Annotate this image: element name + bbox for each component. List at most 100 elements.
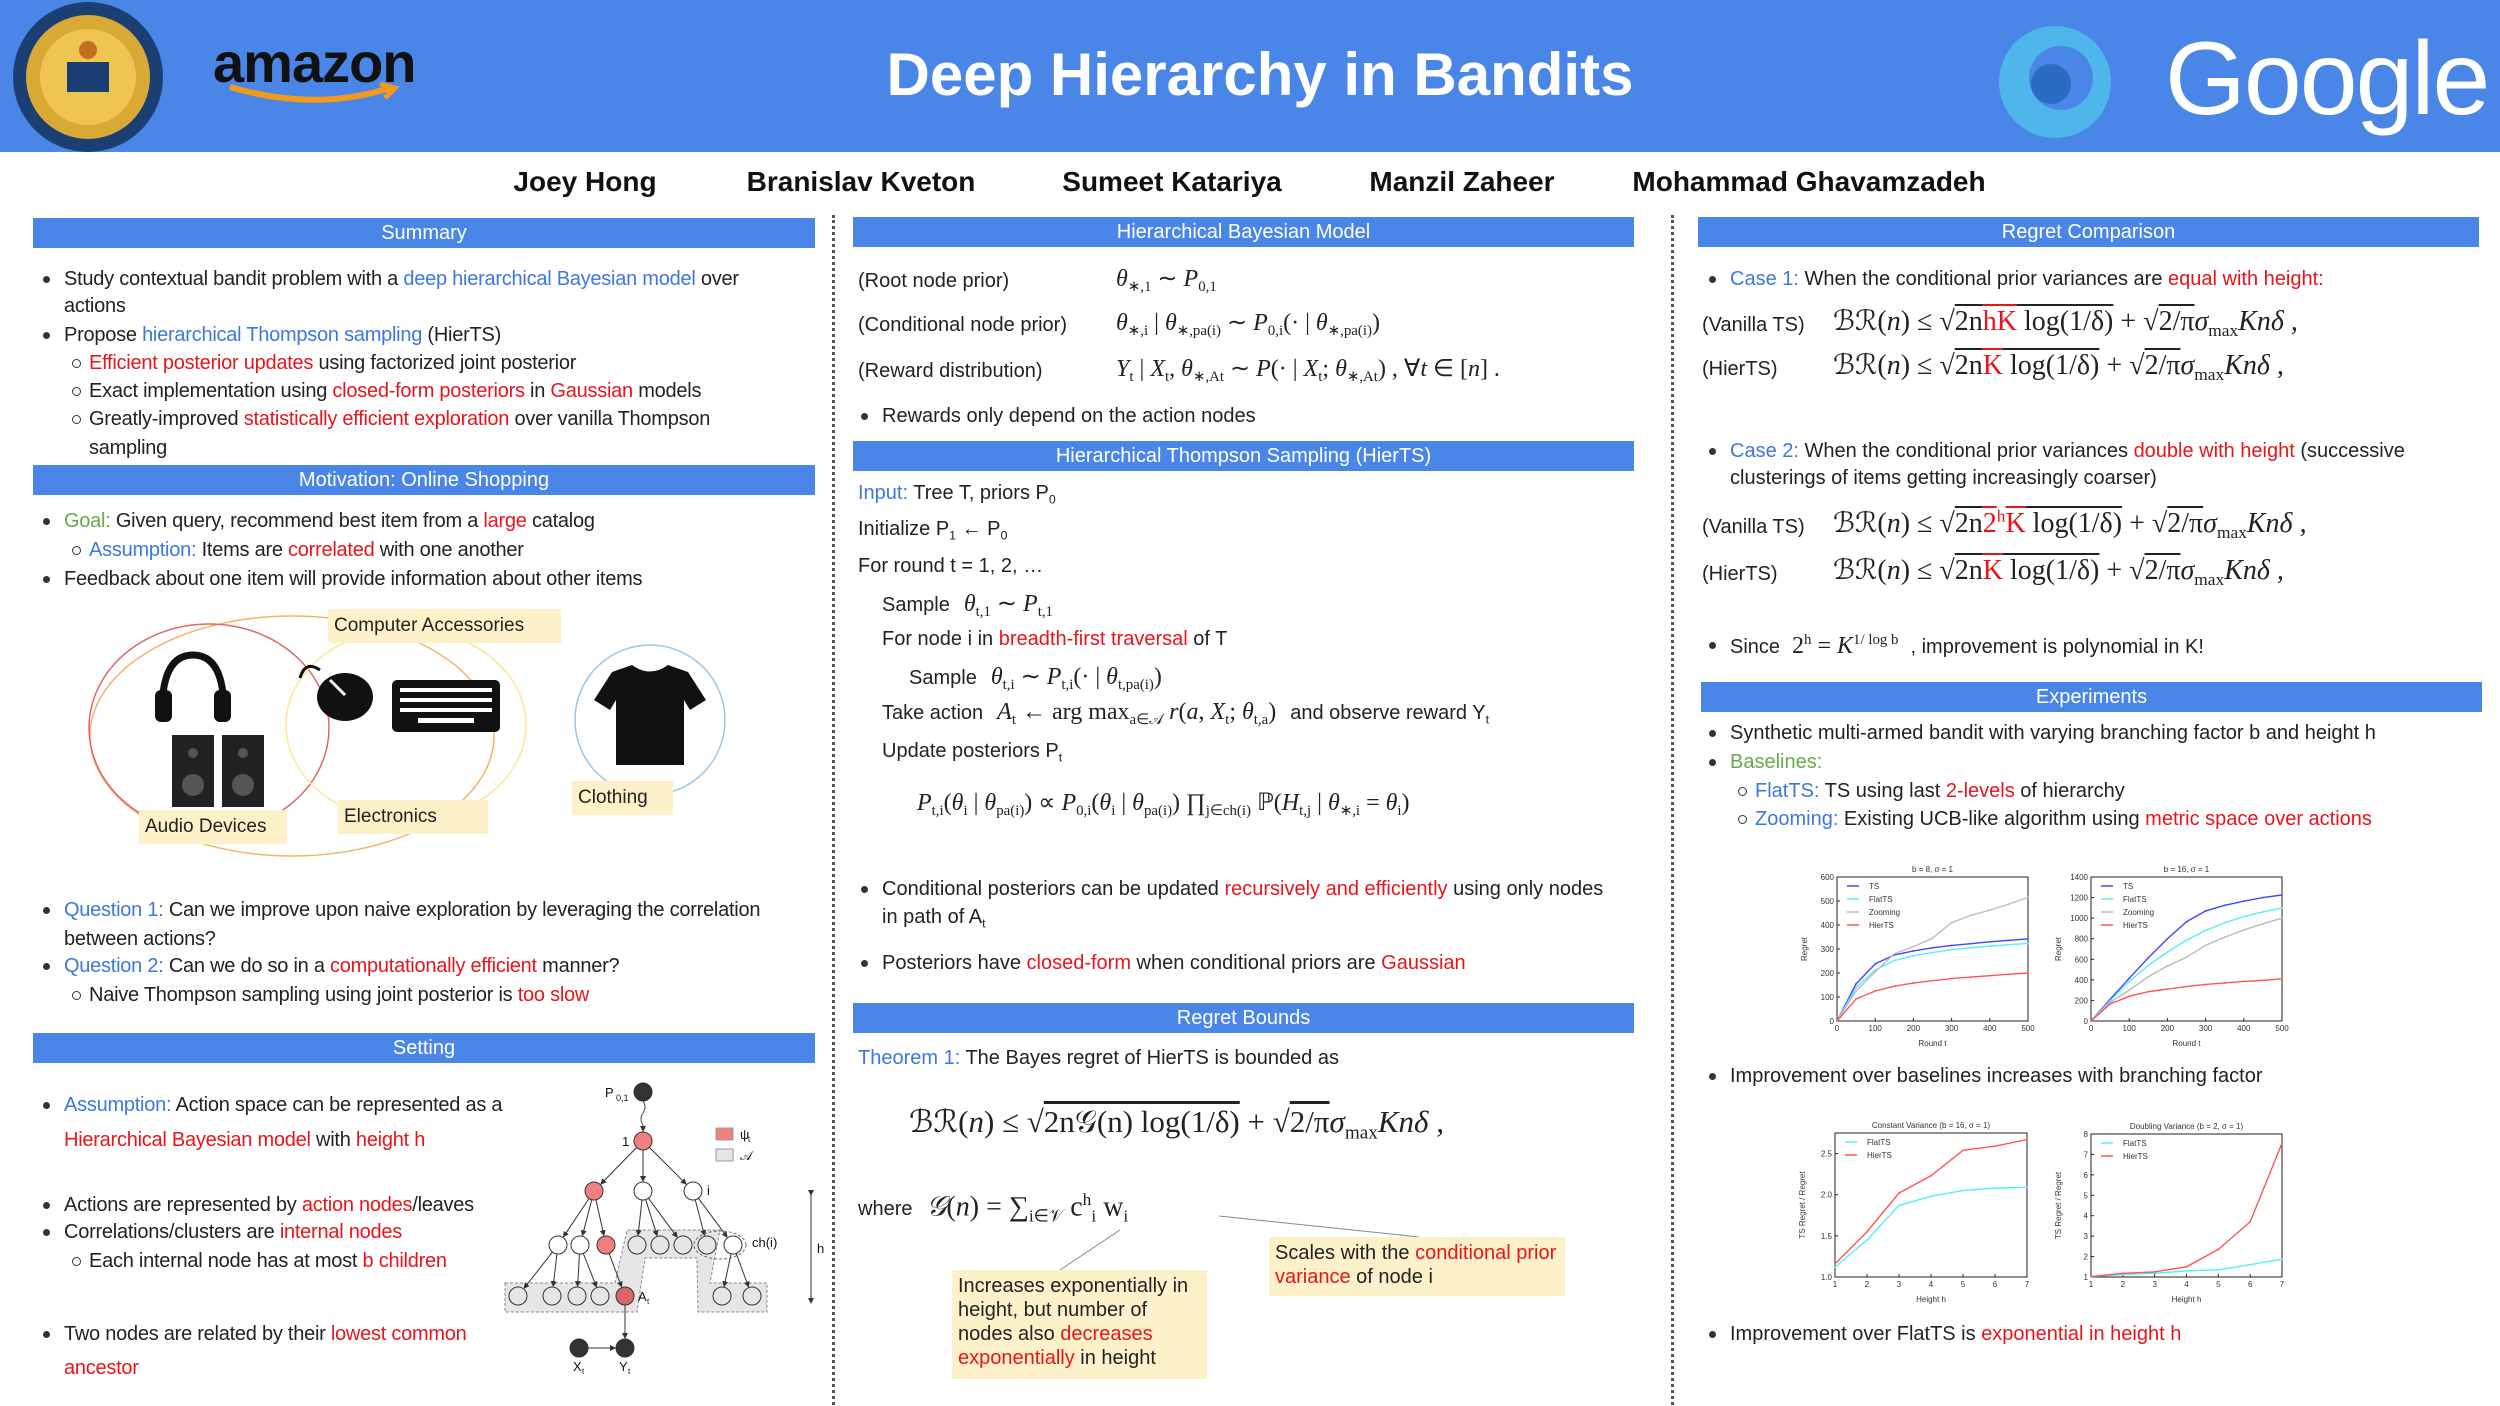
x-tick-label: 400 <box>2237 1024 2251 1033</box>
text-segment: 0 <box>1048 492 1056 507</box>
legend-psi-label: ψ <box>740 1127 749 1142</box>
algo-update: Update posteriors Pt <box>882 738 1062 770</box>
where-row: where 𝒢(n) = ∑i∈𝒱 chi wi <box>858 1190 1128 1226</box>
setting-line: Each internal node has at most b childre… <box>72 1248 447 1274</box>
hbm-label: (Root node prior) <box>858 270 1010 292</box>
text-segment: i <box>1091 1206 1097 1226</box>
vanilla-label: (Vanilla TS) <box>1702 314 1805 336</box>
tree-edge <box>645 1199 659 1237</box>
data-point-FlatTS <box>1866 1239 1868 1241</box>
tree-node <box>567 1286 587 1306</box>
x-tick-label: 7 <box>2280 1280 2285 1289</box>
text-segment: large <box>483 510 527 532</box>
text-segment: manner? <box>536 955 620 977</box>
text-segment: ) <box>1371 310 1380 336</box>
data-point-FlatTS <box>2262 911 2264 913</box>
text-segment: + √ <box>2113 306 2159 337</box>
data-point-TS <box>1855 982 1857 985</box>
text-segment: in height <box>1074 1347 1156 1369</box>
data-point-TS <box>2008 939 2010 942</box>
text-segment: P <box>1256 356 1271 382</box>
data-point-HierTS <box>1898 1192 1900 1194</box>
text-segment: + √ <box>2099 555 2145 586</box>
data-point-HierTS <box>2185 1265 2188 1268</box>
text-segment: Greatly-improved <box>89 408 244 430</box>
text-segment: | <box>1115 790 1133 816</box>
text-segment: ℬℛ( <box>1833 555 1887 586</box>
motivation-line: Goal: Given query, recommend best item f… <box>43 508 595 534</box>
text-segment: with <box>310 1129 356 1151</box>
text-segment: actions <box>64 295 126 317</box>
text-segment: n <box>1886 306 1901 337</box>
tree-edge <box>608 1253 623 1288</box>
text-segment: hierarchical Thompson sampling <box>142 324 423 346</box>
data-point-FlatTS <box>1834 1266 1836 1269</box>
tree-edge <box>722 1253 732 1288</box>
text-segment: 2 <box>1792 632 1805 659</box>
text-segment: 1 <box>949 528 957 543</box>
data-point-FlatTS <box>2242 915 2245 918</box>
text-segment: Theorem 1: <box>858 1047 961 1069</box>
text-segment: 0,i <box>1076 803 1092 820</box>
data-point-Zooming <box>2281 917 2283 920</box>
text-segment: log(1/δ) <box>2025 508 2123 539</box>
text-segment: a <box>1186 699 1199 725</box>
text-segment: Input: <box>858 482 909 504</box>
data-point-TS <box>1950 944 1953 947</box>
text-segment: 0,i <box>1267 323 1284 340</box>
text-segment: | <box>1133 356 1151 382</box>
text-segment: ) <box>1268 699 1277 725</box>
tree-node <box>596 1235 616 1255</box>
algo-sample-eq: θt,i ∼ Pt,i(· | θt,pa(i)) <box>991 662 1162 694</box>
shopping-illustration <box>88 615 726 857</box>
text-segment: ) , ∀ <box>1377 356 1421 382</box>
data-point-HierTS <box>2249 1220 2252 1223</box>
data-point-HierTS <box>1994 1145 1996 1148</box>
data-point-Zooming <box>2262 922 2264 925</box>
text-segment: t <box>1058 750 1063 765</box>
text-segment: (HierTS) <box>422 324 501 346</box>
experiments-line: Baselines: <box>1708 749 1822 775</box>
text-segment: ) ≤ √ <box>983 1104 1044 1139</box>
google-logo: Google <box>2165 21 2490 137</box>
text-segment: computationally efficient <box>330 955 537 977</box>
section-header-comparison: Regret Comparison <box>1698 217 2479 247</box>
y-tick-label: 200 <box>2075 996 2089 1005</box>
x-tick-label: 200 <box>2161 1024 2175 1033</box>
text-segment: P <box>1046 664 1062 690</box>
text-segment: (· | <box>1283 310 1316 336</box>
data-point-HierTS <box>2027 972 2029 974</box>
y-tick-label: 1000 <box>2070 914 2088 923</box>
reward-equation: Yt | Xt, θ∗,At ∼ P(· | Xt; θ∗,At) , ∀t ∈… <box>1116 354 1500 386</box>
data-point-Zooming <box>1874 970 1877 973</box>
author-name: Sumeet Katariya <box>1062 166 1282 197</box>
summary-line: Greatly-improved statistically efficient… <box>71 406 710 432</box>
text-segment: P <box>917 790 932 816</box>
summary-line: Study contextual bandit problem with a d… <box>43 266 739 292</box>
data-point-Zooming <box>2242 929 2245 931</box>
data-point-Zooming <box>1988 909 1991 912</box>
tree-node <box>633 1131 653 1151</box>
setting-line: Assumption: Action space can be represen… <box>42 1092 503 1118</box>
text-segment: Can we do so in a <box>163 955 331 977</box>
data-point-Zooming <box>1950 921 1953 924</box>
y-tick-label: 6 <box>2084 1171 2089 1180</box>
text-segment: r <box>1169 699 1179 725</box>
uc-berkeley-seal-logo <box>13 2 163 152</box>
text-segment: Assumption: <box>89 539 197 561</box>
tree-edge <box>595 1199 606 1237</box>
legend-label: HierTS <box>1869 921 1894 930</box>
text-segment: pa(i) <box>1143 803 1173 820</box>
text-segment: pa(i) <box>996 803 1025 820</box>
data-point-Zooming <box>2109 1001 2112 1004</box>
text-segment: ) ≤ √ <box>1900 350 1955 381</box>
tree-node <box>650 1235 670 1255</box>
text-segment: in <box>524 380 551 402</box>
data-point-HierTS <box>2185 985 2188 988</box>
text-segment: closed-form <box>1026 952 1131 974</box>
text-segment: Rewards only depend on the action nodes <box>882 405 1256 427</box>
text-segment: Initialize P <box>858 518 950 540</box>
text-segment: Tree T, priors P <box>908 482 1049 504</box>
tree-node <box>627 1235 647 1255</box>
since-row: Since 2h = K1/ log b , improvement is po… <box>1709 632 2204 660</box>
